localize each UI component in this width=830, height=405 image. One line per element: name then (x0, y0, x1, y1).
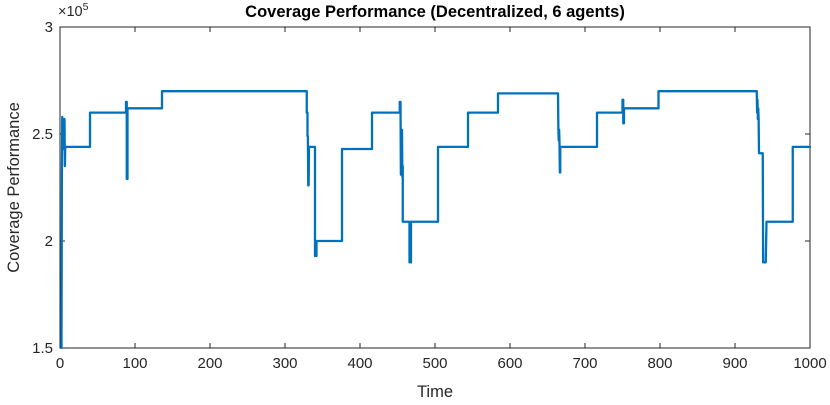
chart-title: Coverage Performance (Decentralized, 6 a… (245, 3, 625, 21)
y-tick-label: 2.5 (32, 125, 53, 143)
x-axis-label: Time (416, 383, 454, 401)
y-axis-label-container: Coverage Performance (0, 27, 28, 348)
y-tick-label: 3 (44, 18, 53, 36)
y-axis-exponent-base: ×10 (58, 3, 83, 20)
y-axis-exponent-value: 5 (82, 1, 89, 13)
x-tick-label: 300 (272, 355, 298, 372)
x-tick-label: 700 (572, 355, 598, 372)
x-tick-label: 600 (497, 355, 523, 372)
y-tick-label: 2 (44, 232, 53, 250)
x-tick-label: 200 (197, 355, 223, 372)
x-tick-label: 100 (122, 355, 148, 372)
x-tick-label: 0 (55, 355, 65, 372)
y-tick-label: 1.5 (32, 339, 53, 357)
x-tick-label: 900 (722, 355, 748, 372)
y-axis-exponent-label: ×105 (58, 1, 88, 20)
series-line-coverage-performance (60, 90, 812, 350)
x-tick-label: 800 (647, 355, 673, 372)
x-tick-label: 500 (422, 355, 448, 372)
x-tick-label: 400 (347, 355, 373, 372)
axes-box (59, 26, 811, 349)
x-tick-label: 1000 (793, 355, 827, 372)
